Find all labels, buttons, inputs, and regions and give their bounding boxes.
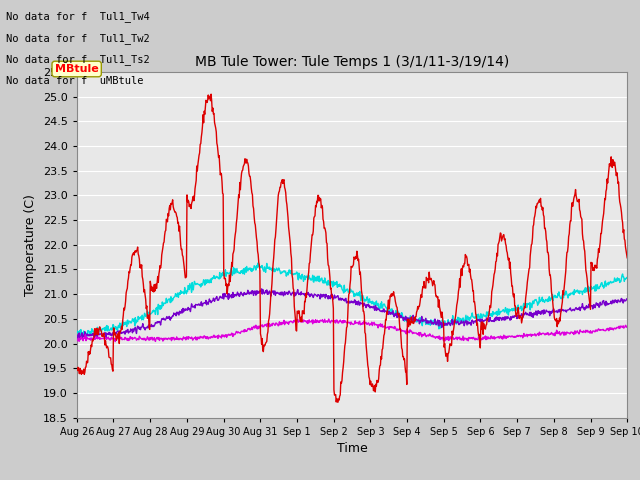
Text: No data for f  uMBtule: No data for f uMBtule: [6, 76, 144, 86]
Y-axis label: Temperature (C): Temperature (C): [24, 194, 37, 296]
Text: MBtule: MBtule: [55, 64, 99, 74]
X-axis label: Time: Time: [337, 442, 367, 455]
Title: MB Tule Tower: Tule Temps 1 (3/1/11-3/19/14): MB Tule Tower: Tule Temps 1 (3/1/11-3/19…: [195, 56, 509, 70]
Text: No data for f  Tul1_Ts2: No data for f Tul1_Ts2: [6, 54, 150, 65]
Text: No data for f  Tul1_Tw2: No data for f Tul1_Tw2: [6, 33, 150, 44]
Text: No data for f  Tul1_Tw4: No data for f Tul1_Tw4: [6, 11, 150, 22]
Legend: Tul1_Tw+10cm, Tul1_Ts-8cm, Tul1_Ts-16cm, Tul1_Ts-32cm: Tul1_Tw+10cm, Tul1_Ts-8cm, Tul1_Ts-16cm,…: [118, 479, 586, 480]
